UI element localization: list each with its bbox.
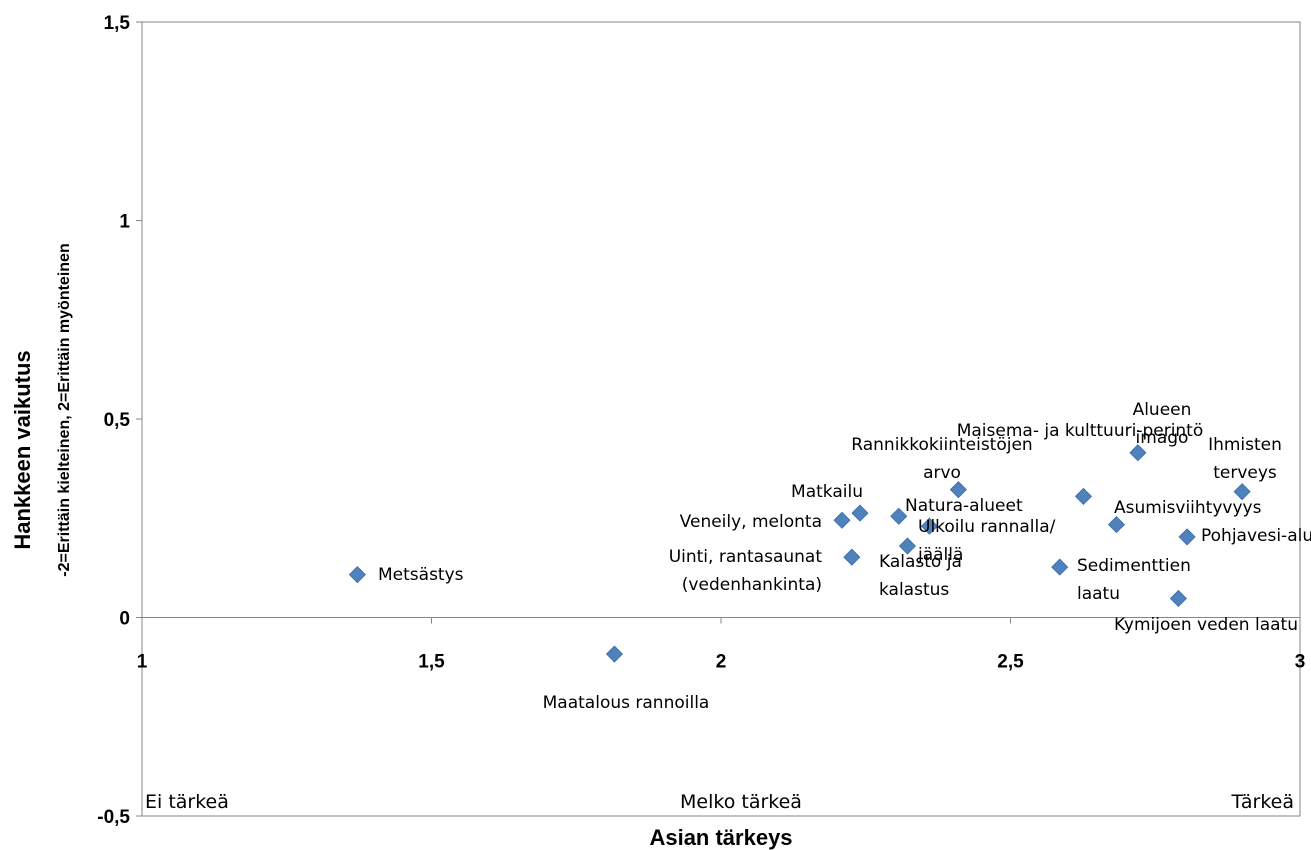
x-tick-label: 3 bbox=[1295, 652, 1306, 673]
point-asumisviihtyvyys bbox=[1107, 516, 1126, 534]
point-label-sedimenttien-laatu: Sedimenttien laatu bbox=[1077, 556, 1191, 604]
point-kymijoen-veden-laatu bbox=[1169, 589, 1187, 608]
plot-area bbox=[141, 21, 1301, 817]
point-ihmisten-terveys bbox=[1233, 483, 1251, 501]
x-tick-label: 1,5 bbox=[418, 652, 445, 673]
zone-label-melko-tarkea: Melko tärkeä bbox=[680, 791, 802, 813]
point-matkailu bbox=[851, 504, 869, 522]
point-label-metsastys: Metsästys bbox=[378, 565, 464, 585]
point-pohjavesi-alueet bbox=[1178, 528, 1196, 546]
point-rannikkokiinteistojen-arvo bbox=[949, 481, 967, 499]
y-tick-label: 0 bbox=[119, 609, 130, 630]
tick-labels: 1 1,5 2 2,5 3 -0,5 0 0,5 1 1,5 bbox=[97, 13, 1305, 828]
y-tick-label: -0,5 bbox=[97, 807, 130, 828]
point-sedimenttien-laatu bbox=[1051, 558, 1069, 576]
point-uinti-rantasaunat-vedenhankinta bbox=[843, 548, 861, 566]
point-alueen-imago bbox=[1129, 444, 1147, 462]
zone-label-tarkea: Tärkeä bbox=[1230, 791, 1294, 813]
y-tick-label: 0,5 bbox=[104, 410, 131, 431]
point-label-maisema-ja-kulttuuri-perinto: Maisema- ja kulttuuri-perintö bbox=[957, 421, 1204, 441]
x-tick-label: 2,5 bbox=[997, 652, 1024, 673]
point-label-pohjavesi-alueet: Pohjavesi-alueet bbox=[1201, 526, 1311, 546]
x-axis-title: Asian tärkeys bbox=[649, 825, 792, 850]
zone-label-ei-tarkea: Ei tärkeä bbox=[145, 791, 229, 813]
point-ulkoilu-rannalla-jaalla bbox=[920, 517, 939, 535]
point-maatalous-rannoilla bbox=[605, 645, 624, 663]
point-label-uinti-rantasaunat-vedenhankinta: Uinti, rantasaunat (vedenhankinta) bbox=[669, 547, 823, 595]
point-label-ulkoilu-rannalla-jaalla: Ulkoilu rannalla/jäällä bbox=[917, 517, 1056, 565]
point-maisema-ja-kulttuuri-perinto bbox=[1074, 487, 1093, 505]
point-label-rannikkokiinteistojen-arvo: Rannikkokiinteistöjen arvo bbox=[851, 435, 1032, 483]
point-label-kalasto-ja-kalastus: Kalasto ja kalastus bbox=[879, 552, 962, 600]
point-label-matkailu: Matkailu bbox=[791, 482, 863, 502]
y-axis-subtitle: -2=Erittäin kielteinen, 2=Erittäin myönt… bbox=[56, 243, 73, 576]
zone-labels: Ei tärkeä Melko tärkeä Tärkeä bbox=[145, 791, 1294, 813]
point-label-maatalous-rannoilla: Maatalous rannoilla bbox=[543, 693, 710, 713]
point-labels: Metsästys Maatalous rannoilla Veneily, mel… bbox=[378, 400, 1311, 713]
point-label-kymijoen-veden-laatu: Kymijoen veden laatu bbox=[1114, 615, 1298, 635]
point-label-ihmisten-terveys: Ihmisten terveys bbox=[1208, 435, 1282, 483]
point-kalasto-ja-kalastus bbox=[898, 537, 917, 555]
x-tick-label: 1 bbox=[137, 652, 148, 673]
x-tick-label: 2 bbox=[716, 652, 727, 673]
axes-layer bbox=[136, 21, 1301, 817]
point-label-natura-alueet: Natura-alueet bbox=[905, 496, 1023, 516]
point-label-veneily-melonta: Veneily, melonta bbox=[680, 512, 822, 532]
y-axis-title: Hankkeen vaikutus bbox=[10, 350, 35, 549]
point-label-alueen-imago: Alueen imago bbox=[1133, 400, 1192, 448]
y-tick-label: 1 bbox=[119, 212, 130, 233]
data-points bbox=[348, 444, 1251, 663]
y-tick-label: 1,5 bbox=[104, 13, 131, 34]
point-metsastys bbox=[348, 566, 366, 584]
point-natura-alueet bbox=[890, 507, 908, 525]
point-veneily-melonta bbox=[833, 511, 851, 529]
point-label-asumisviihtyvyys: Asumisviihtyvyys bbox=[1114, 498, 1262, 518]
